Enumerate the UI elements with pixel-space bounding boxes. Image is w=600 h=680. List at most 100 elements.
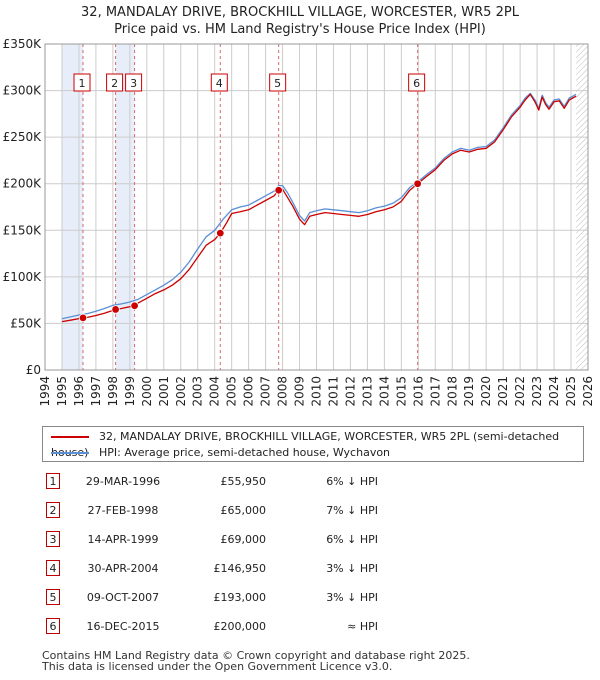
x-tick-label: 2011 — [326, 376, 340, 407]
sale-point-3 — [130, 301, 139, 310]
footer-line-2: This data is licensed under the Open Gov… — [42, 660, 393, 673]
sale-marker-5: 5 — [269, 73, 287, 92]
x-tick-label: 2005 — [225, 376, 239, 407]
legend-item-price: 32, MANDALAY DRIVE, BROCKHILL VILLAGE, W… — [51, 429, 583, 459]
footer-line-1: Contains HM Land Registry data © Crown c… — [42, 649, 470, 662]
x-tick-label: 2004 — [208, 376, 222, 407]
price-paid-line — [61, 93, 577, 323]
x-tick-label: 2019 — [462, 376, 476, 407]
sale-price: £55,950 — [220, 475, 267, 488]
x-tick-label: 2016 — [411, 376, 425, 407]
legend-item-hpi: HPI: Average price, semi-detached house,… — [51, 445, 390, 461]
x-tick-label: 2007 — [259, 376, 273, 407]
sale-marker-1: 1 — [73, 73, 91, 92]
x-tick-label: 2000 — [140, 376, 154, 407]
sale-price: £200,000 — [213, 620, 267, 633]
x-tick-label: 1994 — [38, 376, 52, 407]
x-tick-label: 2021 — [496, 376, 510, 407]
sale-marker-label: 1 — [79, 77, 86, 90]
sale-hpi-relation: 7% ↓ HPI — [326, 504, 378, 517]
x-tick-label: 2017 — [428, 376, 442, 407]
sale-hpi-relation: ≈ HPI — [347, 620, 378, 633]
sale-marker-label: 5 — [274, 77, 281, 90]
sale-number: 2 — [46, 502, 60, 518]
y-tick-label: £0 — [26, 363, 41, 377]
hpi-line — [61, 92, 577, 320]
x-tick-label: 2013 — [360, 376, 374, 407]
x-tick-label: 2012 — [343, 376, 357, 407]
y-tick-label: £200K — [3, 177, 43, 191]
y-tick-label: £50K — [10, 316, 42, 330]
sale-point-6 — [413, 179, 422, 188]
sale-marker-6: 6 — [408, 73, 426, 92]
sale-date: 27-FEB-1998 — [87, 504, 159, 517]
sale-row: 2 27-FEB-1998 £65,000 7% ↓ HPI — [42, 501, 422, 521]
sale-marker-3: 3 — [125, 73, 143, 92]
sale-marker-label: 2 — [111, 77, 118, 90]
sale-marker-label: 4 — [216, 77, 223, 90]
sale-date: 09-OCT-2007 — [86, 591, 160, 604]
x-tick-label: 2009 — [293, 376, 307, 407]
sale-marker-box — [106, 73, 124, 92]
sale-price: £193,000 — [213, 591, 267, 604]
legend: 32, MANDALAY DRIVE, BROCKHILL VILLAGE, W… — [42, 426, 584, 462]
sale-marker-label: 6 — [413, 77, 420, 90]
sale-date: 30-APR-2004 — [87, 562, 159, 575]
sale-hpi-relation: 6% ↓ HPI — [326, 533, 378, 546]
sale-price: £146,950 — [213, 562, 267, 575]
x-tick-label: 2001 — [157, 376, 171, 407]
x-tick-label: 2020 — [479, 376, 493, 407]
sale-hpi-relation: 3% ↓ HPI — [326, 591, 378, 604]
y-tick-label: £300K — [3, 84, 43, 98]
sale-price: £69,000 — [220, 533, 267, 546]
sale-row: 6 16-DEC-2015 £200,000 ≈ HPI — [42, 617, 422, 637]
sale-row: 3 14-APR-1999 £69,000 6% ↓ HPI — [42, 530, 422, 550]
x-tick-label: 2023 — [530, 376, 544, 407]
x-tick-label: 2010 — [310, 376, 324, 407]
sale-date: 16-DEC-2015 — [86, 620, 160, 633]
sale-point-2 — [111, 305, 120, 314]
x-tick-label: 1998 — [106, 376, 120, 407]
sale-number: 3 — [46, 531, 60, 547]
x-tick-label: 2002 — [174, 376, 188, 407]
sale-marker-box — [210, 73, 228, 92]
x-tick-label: 2015 — [394, 376, 408, 407]
sale-row: 5 09-OCT-2007 £193,000 3% ↓ HPI — [42, 588, 422, 608]
sale-point-5 — [274, 186, 283, 195]
sale-marker-4: 4 — [210, 73, 228, 92]
sale-hpi-relation: 3% ↓ HPI — [326, 562, 378, 575]
y-tick-label: £150K — [3, 223, 43, 237]
x-tick-label: 2022 — [513, 376, 527, 407]
x-tick-label: 2008 — [276, 376, 290, 407]
x-tick-label: 2025 — [564, 376, 578, 407]
legend-hpi-label: HPI: Average price, semi-detached house,… — [99, 446, 391, 459]
legend-hpi-swatch — [51, 452, 89, 454]
shaded-range-2 — [115, 44, 135, 370]
sale-marker-box — [269, 73, 287, 92]
shaded-range-1 — [61, 44, 84, 370]
sale-marker-label: 3 — [130, 77, 137, 90]
sale-marker-box — [125, 73, 143, 92]
sale-number: 5 — [46, 589, 60, 605]
x-tick-label: 2026 — [581, 376, 595, 407]
sale-number: 4 — [46, 560, 60, 576]
sale-marker-box — [408, 73, 426, 92]
sale-point-4 — [216, 228, 225, 238]
sale-row: 4 30-APR-2004 £146,950 3% ↓ HPI — [42, 559, 422, 579]
y-tick-label: £350K — [3, 37, 43, 51]
plot-border — [44, 43, 589, 371]
sale-date: 29-MAR-1996 — [85, 475, 161, 488]
footer: Contains HM Land Registry data © Crown c… — [42, 650, 470, 672]
x-tick-label: 2024 — [547, 376, 561, 407]
x-tick-label: 2006 — [242, 376, 256, 407]
sale-point-1 — [78, 313, 88, 323]
x-tick-label: 2018 — [445, 376, 459, 407]
price-chart: 1 2 3 4 5 6£0£50K£100K£150K£200K£250K£300K£35… — [3, 37, 595, 407]
x-tick-label: 2014 — [377, 376, 391, 407]
chart-title: 32, MANDALAY DRIVE, BROCKHILL VILLAGE, W… — [0, 4, 600, 38]
sale-price: £65,000 — [220, 504, 267, 517]
sale-row: 1 29-MAR-1996 £55,950 6% ↓ HPI — [42, 472, 422, 492]
sale-number: 1 — [46, 473, 60, 489]
title-line-1: 32, MANDALAY DRIVE, BROCKHILL VILLAGE, W… — [81, 5, 519, 20]
title-line-2: Price paid vs. HM Land Registry's House … — [114, 22, 486, 37]
